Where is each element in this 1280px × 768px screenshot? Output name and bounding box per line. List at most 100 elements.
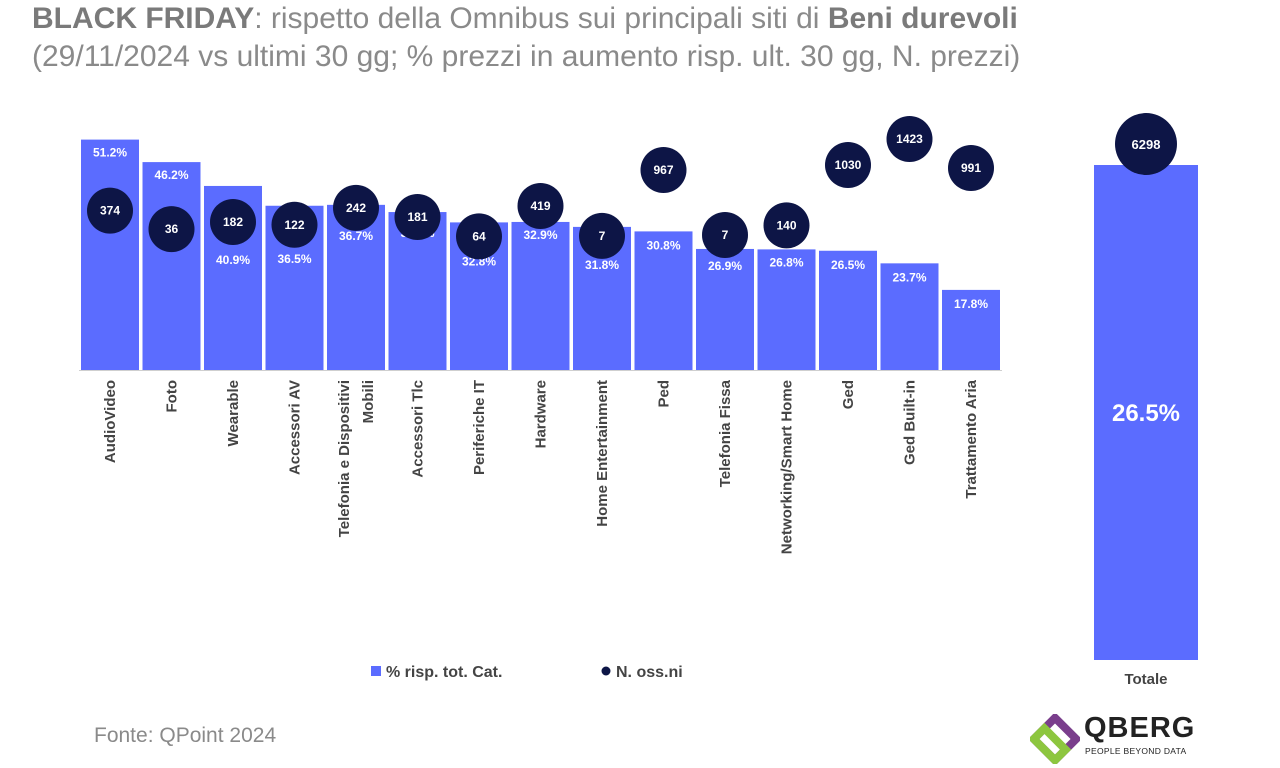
bar-foto [142,162,201,370]
bar-audiovideo [81,139,139,370]
category-label-line: Accessori AV [287,380,304,475]
count-label-totale: 6298 [1132,137,1161,152]
category-label-ged-built-in: Ged Built-in [902,380,919,465]
count-bubble-telefonia-e-dispositivi-mobili [333,184,379,231]
category-label-audiovideo: AudioVideo [102,380,119,463]
category-label-line: Trattamento Aria [963,379,980,498]
chart-title: BLACK FRIDAY: rispetto della Omnibus sui… [32,2,1018,36]
count-label-accessori-av: 122 [284,218,304,232]
legend-bar-label: % risp. tot. Cat. [386,664,502,681]
bar-value-label-home-entertainment: 31.8% [585,258,619,272]
count-label-foto: 36 [165,222,179,236]
category-label-accessori-av: Accessori AV [287,380,304,475]
category-label-line: AudioVideo [102,380,119,463]
bar-trattamento-aria [942,289,1000,370]
bar-networking-smart-home [757,249,816,370]
category-label-networking-smart-home: Networking/Smart Home [779,380,796,554]
category-label-line: Home Entertainment [594,380,611,527]
category-label-ged: Ged [840,380,857,409]
category-label-line: Hardware [533,380,550,448]
category-label-line: Telefonia e Dispositivi [336,380,353,537]
count-label-ged: 1030 [835,158,862,172]
bar-value-label-foto: 46.2% [154,168,188,182]
count-label-networking-smart-home: 140 [776,218,796,232]
bar-value-label-periferiche-it: 32.8% [462,254,496,268]
bar-value-label-ged-built-in: 23.7% [892,270,926,284]
category-label-ped: Ped [656,380,673,408]
count-bubble-telefonia-fissa [702,211,748,258]
count-bubble-networking-smart-home [763,202,810,249]
bar-value-label-telefonia-fissa: 26.9% [708,259,742,273]
count-label-telefonia-e-dispositivi-mobili: 242 [346,201,366,215]
logo-name: QBERG [1084,712,1196,744]
category-label-foto: Foto [164,380,181,412]
category-label-line: Wearable [225,380,242,446]
category-label-line: Ged [840,380,857,409]
bar-value-label-trattamento-aria: 17.8% [954,297,988,311]
bar-value-label-totale: 26.5% [1112,400,1180,427]
bar-value-label-wearable: 40.9% [216,253,250,267]
qberg-logo-icon [1030,714,1080,764]
bar-value-label-hardware: 32.9% [523,228,557,242]
bar-telefonia-e-dispositivi-mobili [327,204,385,370]
category-label-line: Periferiche IT [471,380,488,475]
count-label-telefonia-fissa: 7 [722,228,729,242]
title-middle: : rispetto della Omnibus sui principali … [254,2,828,35]
bar-value-label-accessori-av: 36.5% [277,252,311,266]
count-bubble-foto [148,206,195,253]
count-label-ged-built-in: 1423 [896,132,923,146]
bar-value-label-networking-smart-home: 26.8% [769,255,803,269]
legend-bar-swatch [371,666,381,676]
source-note: Fonte: QPoint 2024 [94,724,277,747]
title-bold-2: Beni durevoli [827,2,1018,35]
category-label-trattamento-aria: Trattamento Aria [963,379,980,498]
category-label-line: Ped [656,380,673,408]
count-bubble-ped [640,147,687,193]
count-bubble-trattamento-aria [948,145,994,191]
bar-value-label-ged: 26.5% [831,258,865,272]
count-label-hardware: 419 [530,199,550,213]
count-label-wearable: 182 [223,215,243,229]
category-label-line: Accessori Tlc [410,380,427,478]
bar-value-label-telefonia-e-dispositivi-mobili: 36.7% [339,229,373,243]
bar-hardware [511,221,570,370]
chart-subtitle: (29/11/2024 vs ultimi 30 gg; % prezzi in… [32,40,1021,73]
legend-dot-swatch [601,666,611,676]
count-bubble-ged [825,142,871,188]
category-label-line: Telefonia Fissa [717,379,734,487]
count-bubble-accessori-av [271,201,318,248]
category-label-line: Mobili [360,380,377,423]
count-label-accessori-tlc: 181 [407,210,427,224]
count-label-ped: 967 [653,163,673,177]
count-bubble-totale [1115,113,1177,175]
legend-dot-label: N. oss.ni [616,664,683,681]
count-bubble-periferiche-it [456,213,502,260]
qberg-logo: QBERG PEOPLE BEYOND DATA [1030,712,1210,768]
count-bubble-accessori-tlc [394,194,441,241]
category-label-accessori-tlc: Accessori Tlc [410,380,427,478]
title-bold-1: BLACK FRIDAY [32,2,255,35]
category-label-hardware: Hardware [533,380,550,448]
category-label-home-entertainment: Home Entertainment [594,380,611,527]
bar-chart: 51.2% 374 AudioVideo 46.2% 36 Foto 40.9% 182 Wea… [79,113,1198,688]
count-label-periferiche-it: 64 [472,229,486,243]
count-bubble-hardware [517,182,564,229]
category-label-telefonia-e-dispositivi-mobili: Telefonia e Dispositivi Mobili [336,380,377,537]
bar-ped [634,231,693,370]
category-label-line: Foto [164,380,181,412]
category-label-periferiche-it: Periferiche IT [471,380,488,475]
bar-ged-built-in [880,263,939,370]
count-bubble-wearable [210,198,256,245]
category-label-line: Ged Built-in [902,380,919,465]
logo-tagline: PEOPLE BEYOND DATA [1085,746,1187,756]
count-bubble-ged-built-in [886,116,933,162]
bar-value-label-ped: 30.8% [646,238,680,252]
count-label-home-entertainment: 7 [599,229,606,243]
bar-ged [819,250,877,370]
category-label-totale: Totale [1124,671,1167,688]
count-label-trattamento-aria: 991 [961,161,981,175]
count-bubble-audiovideo [87,187,133,234]
bar-value-label-audiovideo: 51.2% [93,146,127,160]
count-label-audiovideo: 374 [100,204,120,218]
category-label-wearable: Wearable [225,380,242,446]
